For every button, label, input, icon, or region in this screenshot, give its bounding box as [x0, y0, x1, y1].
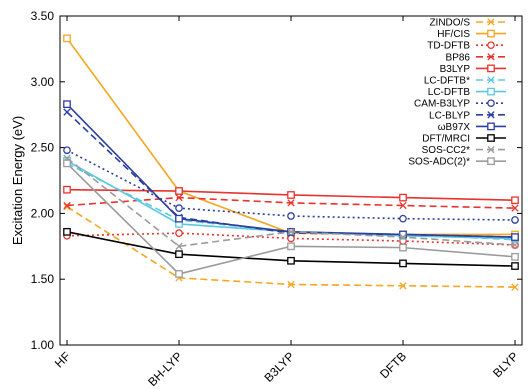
legend-label: LC-BLYP [429, 110, 470, 121]
data-point [287, 212, 295, 220]
y-tick-label: 3.50 [31, 9, 55, 23]
legend-swatch-marker [487, 76, 495, 84]
legend-swatch-marker [487, 99, 495, 108]
legend-swatch-marker [487, 145, 495, 154]
y-axis-title: Excitation Energy (eV) [10, 116, 25, 245]
data-point [511, 196, 519, 205]
legend-label: SOS-CC2* [422, 145, 470, 156]
y-tick-label: 1.00 [31, 338, 55, 352]
x-tick-label: DFTB [377, 349, 409, 381]
data-point [175, 229, 183, 237]
legend: ZINDO/SHF/CISTD-DFTBBP86B3LYPLC-DFTB*LC-… [408, 18, 506, 168]
data-point [511, 262, 519, 270]
data-point [287, 242, 295, 251]
data-point [399, 282, 407, 290]
data-point [175, 250, 183, 259]
data-point [399, 259, 407, 268]
legend-label: LC-DFTB* [424, 76, 470, 87]
data-point [63, 100, 71, 109]
series-12 [63, 159, 519, 278]
legend-label: BP86 [446, 52, 471, 63]
legend-label: CAM-B3LYP [414, 99, 470, 110]
legend-swatch-marker [487, 134, 495, 142]
data-point [511, 241, 519, 249]
x-tick-label: BH-LYP [145, 349, 185, 389]
data-point [399, 193, 407, 202]
legend-label: HF/CIS [437, 29, 470, 40]
data-point [287, 228, 295, 236]
legend-swatch-marker [487, 111, 495, 119]
y-tick-label: 1.50 [31, 272, 55, 286]
data-point [175, 242, 183, 250]
data-point [287, 199, 295, 207]
data-point [63, 146, 71, 155]
data-point [287, 256, 295, 265]
series-4 [63, 185, 519, 205]
data-point [287, 191, 295, 199]
data-point [511, 252, 519, 261]
legend-label: SOS-ADC(2)* [408, 157, 470, 168]
legend-label: LC-DFTB [428, 87, 471, 98]
data-point [63, 201, 71, 210]
legend-swatch-marker [487, 29, 495, 38]
legend-label: TD-DFTB [427, 41, 470, 52]
data-point [511, 204, 519, 212]
y-tick-label: 2.50 [31, 141, 55, 155]
y-tick-label: 3.00 [31, 75, 55, 89]
series-7 [63, 146, 519, 224]
data-point [175, 214, 183, 223]
y-tick-label: 2.00 [31, 206, 55, 220]
data-point [175, 193, 183, 202]
legend-label: ωB97X [438, 122, 471, 133]
legend-swatch-marker [487, 41, 495, 50]
data-point [63, 227, 71, 236]
data-point [399, 233, 407, 241]
legend-swatch-marker [487, 18, 495, 26]
data-point [511, 216, 519, 224]
legend-swatch-marker [487, 122, 495, 131]
x-tick-label: BLYP [490, 349, 521, 380]
x-tick-label: HF [52, 349, 73, 370]
legend-swatch-marker [487, 64, 495, 73]
series-layer [63, 34, 519, 291]
data-point [63, 159, 71, 168]
data-point [511, 283, 519, 291]
data-point [511, 233, 519, 241]
series-10 [63, 227, 519, 270]
data-point [63, 185, 71, 194]
data-point [63, 34, 71, 43]
legend-swatch-marker [487, 87, 495, 96]
data-point [399, 243, 407, 252]
legend-swatch-marker [487, 157, 495, 166]
data-point [399, 214, 407, 223]
data-point [287, 280, 295, 289]
series-11 [63, 154, 519, 250]
data-point [175, 204, 183, 212]
x-tick-label: B3LYP [261, 349, 297, 385]
series-3 [63, 193, 519, 212]
legend-swatch-marker [487, 53, 495, 61]
data-point [175, 187, 183, 195]
legend-label: ZINDO/S [429, 18, 470, 29]
data-point [63, 108, 71, 116]
data-point [399, 201, 407, 210]
legend-label: DFT/MRCI [422, 134, 470, 145]
data-point [175, 270, 183, 278]
legend-label: B3LYP [440, 64, 471, 75]
